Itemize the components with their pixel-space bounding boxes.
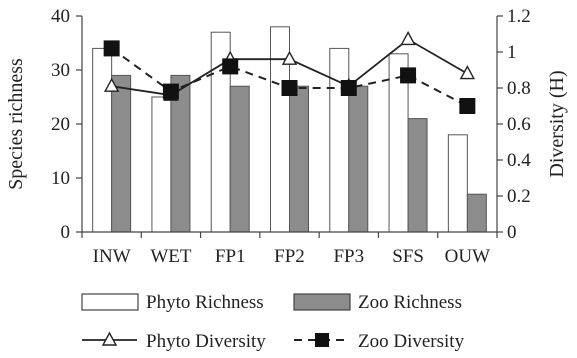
legend-label-zoo-diversity: Zoo Diversity xyxy=(358,331,465,352)
marker-zoo-diversity-fp3 xyxy=(340,80,357,96)
legend-swatch-phyto-richness xyxy=(81,293,139,311)
x-tick-label-wet: WET xyxy=(150,246,192,267)
x-tick-label-fp3: FP3 xyxy=(333,246,364,267)
marker-phyto-diversity-sfs xyxy=(400,30,416,46)
bar-phyto-richness-inw xyxy=(92,47,113,233)
y-right-tick-label: 1 xyxy=(507,42,517,63)
marker-phyto-diversity-inw xyxy=(103,77,120,92)
y-left-tick-label: 20 xyxy=(51,114,70,135)
marker-zoo-diversity-fp2 xyxy=(281,80,298,96)
bar-phyto-richness-wet xyxy=(151,96,172,233)
y-right-tick-label: 0.4 xyxy=(507,150,531,171)
x-tick-label-fp1: FP1 xyxy=(215,246,246,267)
legend-label-zoo-richness: Zoo Richness xyxy=(358,292,462,313)
bar-zoo-richness-inw xyxy=(111,74,132,233)
y-left-tick-label: 0 xyxy=(61,222,71,243)
legend-label-phyto-richness: Phyto Richness xyxy=(146,292,264,313)
y-left-tick-label: 40 xyxy=(51,6,70,27)
marker-zoo-diversity-sfs xyxy=(400,67,417,84)
legend-swatch-zoo-richness xyxy=(293,293,351,311)
x-tick-label-ouw: OUW xyxy=(445,246,490,267)
plot-area: 0 10 20 30 40 0 0.2 0.4 0.6 0.8 1 1.2 INW WET FP1 FP2 FP… xyxy=(51,6,531,267)
y-axis-right-title: Diversity (H) xyxy=(546,70,568,177)
y-right-tick-label: 1.2 xyxy=(507,6,531,27)
marker-zoo-diversity-wet xyxy=(162,83,179,100)
bar-zoo-richness-sfs xyxy=(407,118,428,233)
y-right-tick-label: 0.8 xyxy=(507,78,531,99)
y-left-tick-label: 30 xyxy=(51,60,70,81)
y-left-tick-label: 10 xyxy=(51,168,70,189)
marker-zoo-diversity-ouw xyxy=(459,98,476,114)
legend-label-phyto-diversity: Phyto Diversity xyxy=(146,331,266,352)
bar-phyto-richness-ouw xyxy=(447,134,468,233)
x-tick-label-inw: INW xyxy=(93,246,131,267)
marker-zoo-diversity-inw xyxy=(103,40,120,57)
x-tick-label-sfs: SFS xyxy=(392,246,424,267)
legend-marker-zoo-diversity xyxy=(315,333,329,347)
bar-zoo-richness-ouw xyxy=(466,193,487,233)
y-right-tick-label: 0.6 xyxy=(507,114,531,135)
marker-phyto-diversity-fp2 xyxy=(281,50,298,65)
bar-zoo-richness-fp2 xyxy=(289,85,309,233)
bar-zoo-richness-fp1 xyxy=(229,85,250,233)
y-right-tick-label: 0.2 xyxy=(507,186,531,207)
legend-marker-phyto-diversity xyxy=(101,331,118,346)
y-axis-left-title: Species richness xyxy=(5,58,27,190)
bar-zoo-richness-fp3 xyxy=(348,85,369,233)
x-tick-label-fp2: FP2 xyxy=(274,246,305,267)
legend: Phyto Richness Zoo Richness Phyto Divers… xyxy=(81,292,465,352)
y-right-tick-label: 0 xyxy=(507,222,517,243)
bar-phyto-richness-fp3 xyxy=(329,47,350,233)
marker-phyto-diversity-ouw xyxy=(459,65,476,80)
marker-zoo-diversity-fp1 xyxy=(222,58,239,75)
